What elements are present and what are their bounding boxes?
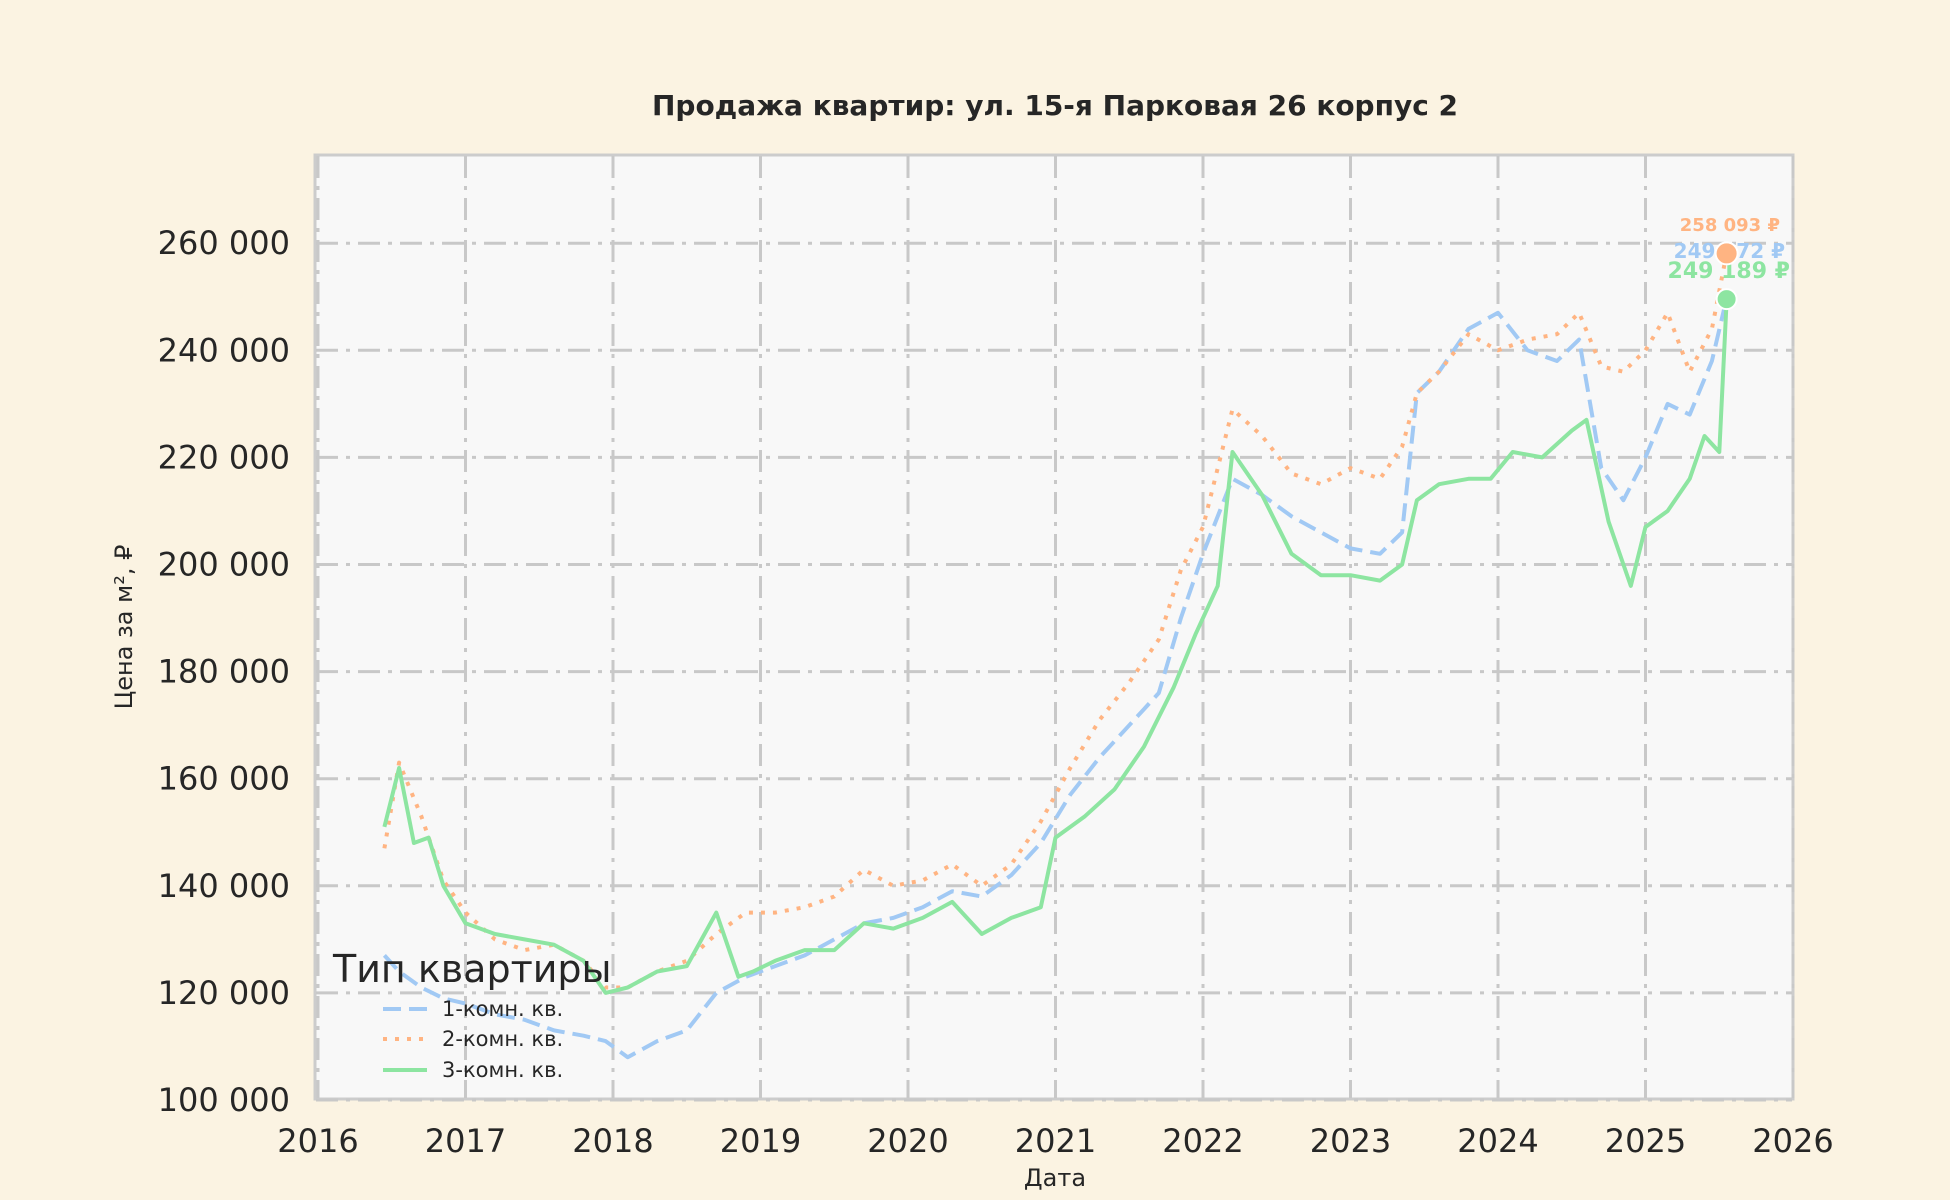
x-tick-label: 2019 — [720, 1122, 801, 1160]
last-value-annotations: 258 093 ₽249 672 ₽249 189 ₽ — [1668, 215, 1790, 311]
y-axis-ticks: 100 000 120 000 140 000 160 000 180 000 200 0… — [158, 224, 290, 1119]
x-tick-label: 2020 — [867, 1122, 948, 1160]
y-tick-label: 160 000 — [158, 760, 290, 798]
series-line — [382, 301, 1729, 995]
y-tick-label: 100 000 — [158, 1081, 290, 1119]
x-tick-label: 2017 — [425, 1122, 506, 1160]
x-axis-label: Дата — [1024, 1164, 1086, 1192]
x-tick-label: 2018 — [572, 1122, 653, 1160]
legend-title: Тип квартиры — [332, 947, 612, 991]
x-axis-ticks: 2016 2017 2018 2019 2020 2021 2022 2023 2024 2025… — [277, 1122, 1833, 1160]
chart-title: Продажа квартир: ул. 15-я Парковая 26 ко… — [652, 89, 1458, 122]
x-tick-label: 2024 — [1457, 1122, 1538, 1160]
series-lines — [382, 253, 1729, 1060]
y-tick-label: 260 000 — [158, 224, 290, 262]
y-tick-label: 180 000 — [158, 653, 290, 691]
x-tick-label: 2021 — [1015, 1122, 1096, 1160]
legend: Тип квартиры 1-комн. кв. 2-комн. кв. 3-ком… — [332, 947, 612, 1082]
x-tick-label: 2025 — [1605, 1122, 1686, 1160]
last-value-label: 258 093 ₽ — [1680, 215, 1780, 236]
legend-entry: 2-комн. кв. — [442, 1027, 563, 1051]
y-tick-label: 240 000 — [158, 331, 290, 369]
y-tick-label: 120 000 — [158, 974, 290, 1012]
y-axis-label: Цена за м², ₽ — [110, 545, 138, 710]
x-tick-label: 2026 — [1752, 1122, 1833, 1160]
x-tick-label: 2022 — [1162, 1122, 1243, 1160]
last-value-marker — [1714, 241, 1739, 266]
last-value-marker — [1715, 288, 1738, 311]
legend-entry: 1-комн. кв. — [442, 997, 563, 1021]
legend-entry: 3-комн. кв. — [442, 1058, 563, 1082]
x-tick-label: 2023 — [1310, 1122, 1391, 1160]
gridlines — [316, 156, 1795, 1102]
y-tick-label: 140 000 — [158, 867, 290, 905]
y-tick-label: 200 000 — [158, 546, 290, 584]
x-tick-label: 2016 — [277, 1122, 358, 1160]
y-tick-label: 220 000 — [158, 438, 290, 476]
